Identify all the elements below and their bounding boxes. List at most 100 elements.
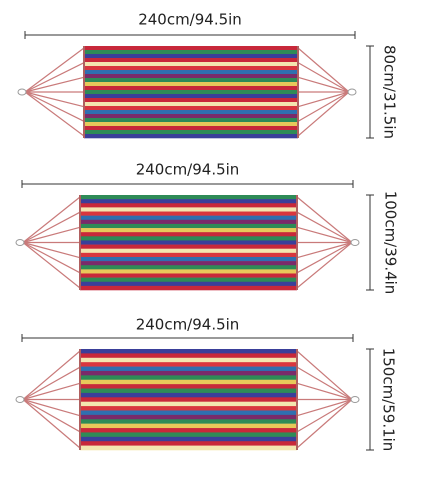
rope: [297, 47, 350, 93]
stripe: [80, 215, 297, 221]
rope: [296, 196, 353, 243]
length-label: 240cm/94.5in: [136, 161, 240, 179]
stripe: [84, 98, 298, 103]
width-label: 100cm/39.4in: [382, 191, 400, 295]
stripe: [84, 46, 298, 51]
rope: [296, 241, 353, 274]
stripe: [80, 277, 297, 283]
stripe: [80, 366, 297, 372]
stripe: [80, 195, 297, 200]
rope: [296, 242, 353, 289]
stripe: [80, 423, 297, 429]
stripe: [80, 432, 297, 438]
ring: [350, 396, 360, 403]
stripe: [80, 401, 297, 407]
stripe: [84, 70, 298, 75]
stripe: [80, 244, 297, 249]
rope: [296, 350, 353, 400]
stripe: [80, 265, 297, 270]
stripe: [80, 269, 297, 274]
rope: [296, 211, 353, 244]
stripe: [80, 445, 297, 451]
rope: [24, 76, 85, 93]
stripe: [80, 362, 297, 367]
rope: [22, 382, 81, 401]
stripe: [80, 384, 297, 389]
stripe: [84, 74, 298, 79]
stripe: [80, 236, 297, 241]
stripe: [84, 54, 298, 59]
width-label: 150cm/59.1in: [380, 348, 398, 452]
rope: [22, 399, 81, 449]
stripe: [84, 126, 298, 131]
stripe: [80, 436, 297, 442]
stripe: [80, 248, 297, 254]
stripe: [80, 379, 297, 385]
rope: [296, 399, 353, 449]
stripe: [80, 203, 297, 208]
stripe: [80, 414, 297, 420]
stripe: [80, 219, 297, 225]
ring: [17, 88, 27, 96]
rope: [22, 242, 81, 289]
stripe: [84, 86, 298, 91]
rope: [296, 226, 353, 244]
rope: [296, 382, 353, 401]
hammock: 240cm/94.5in 150cm/59.1in: [15, 316, 398, 452]
rope: [24, 91, 85, 108]
stripe: [80, 375, 297, 381]
hammock: 240cm/94.5in 80cm/31.5in: [17, 11, 399, 139]
stripe: [84, 82, 298, 87]
stripe: [80, 261, 297, 266]
rope: [296, 241, 353, 259]
rope: [22, 226, 81, 244]
stripe: [80, 428, 297, 433]
stripe: [80, 349, 297, 354]
ring: [15, 239, 25, 246]
stripe: [80, 392, 297, 398]
rope: [297, 91, 350, 137]
stripe: [84, 114, 298, 119]
rope: [296, 366, 353, 401]
rope: [22, 366, 81, 401]
stripe: [80, 232, 297, 237]
stripe: [80, 252, 297, 258]
width-label: 80cm/31.5in: [381, 45, 399, 139]
stripe: [80, 240, 297, 245]
stripe: [84, 110, 298, 115]
stripe: [84, 62, 298, 67]
rope: [296, 398, 353, 417]
stripe: [84, 58, 298, 63]
rope: [24, 91, 85, 137]
stripe: [80, 211, 297, 216]
stripe: [80, 228, 297, 233]
stripe: [84, 130, 298, 135]
stripe: [80, 285, 297, 291]
stripe: [80, 256, 297, 262]
rope: [297, 91, 350, 108]
rope: [296, 398, 353, 433]
rope: [297, 76, 350, 93]
stripe: [84, 122, 298, 127]
ring: [15, 396, 25, 403]
stripe: [80, 406, 297, 411]
stripe: [84, 118, 298, 123]
rope: [22, 211, 81, 244]
stripe: [84, 106, 298, 111]
stripe: [80, 207, 297, 212]
stripe: [80, 419, 297, 424]
stripe: [80, 357, 297, 363]
ring: [347, 88, 357, 96]
rope: [24, 62, 85, 93]
stripe: [80, 353, 297, 359]
ring: [350, 239, 360, 246]
stripe: [84, 134, 298, 139]
rope: [22, 241, 81, 259]
stripe: [80, 388, 297, 394]
stripe: [80, 223, 297, 229]
length-label: 240cm/94.5in: [138, 11, 242, 29]
rope: [22, 350, 81, 400]
stripe: [84, 94, 298, 99]
stripe: [80, 199, 297, 204]
stripe: [80, 370, 297, 376]
